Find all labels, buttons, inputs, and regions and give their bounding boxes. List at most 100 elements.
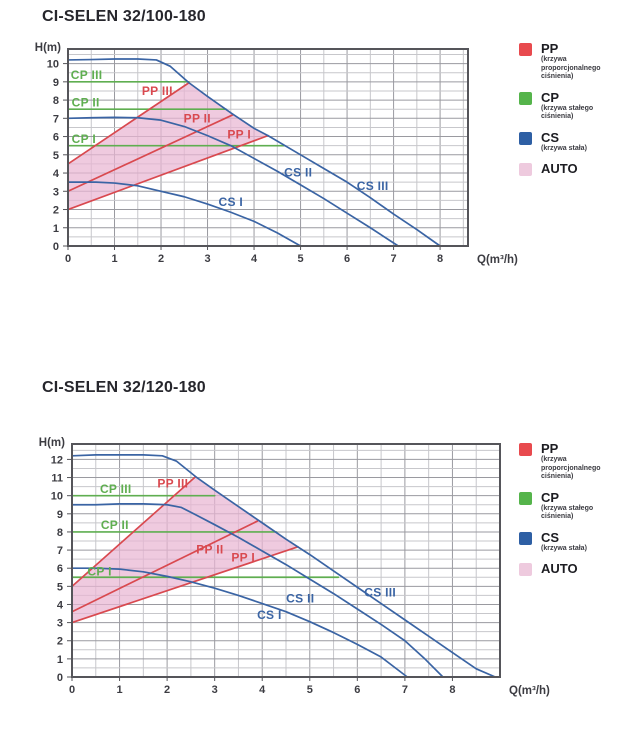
y-tick-label: 6 (53, 132, 59, 144)
legend-label-pp: PP (541, 441, 559, 456)
legend-swatch-cp-icon (519, 91, 532, 105)
y-tick-label: 11 (51, 473, 63, 485)
curve-label-pp-i: PP I (231, 550, 255, 564)
curve-label-cs-ii: CS II (284, 165, 312, 179)
curve-pp-i (71, 545, 299, 624)
x-axis-label: Q(m³/h) (509, 685, 550, 697)
legend-swatch-cs-icon (519, 131, 532, 145)
legend-item-cp: CP (krzywa stałego ciśnienia) (519, 89, 629, 122)
curve-cs-i (67, 181, 302, 247)
y-tick-label: 7 (53, 113, 59, 125)
curve-pp-ii (67, 113, 234, 193)
x-tick-label: 7 (402, 684, 408, 696)
legend-item-pp: PP (krzywa proporcjonalnego ciśnienia) (519, 442, 629, 482)
x-tick-label: 2 (158, 253, 164, 265)
curve-label-pp-iii: PP III (142, 84, 173, 98)
legend-label-pp: PP (541, 41, 559, 56)
legend-item-pp: PP (krzywa proporcjonalnego ciśnienia) (519, 42, 629, 82)
x-axis-label: Q(m³/h) (477, 254, 518, 266)
curve-label-cs-ii: CS II (286, 591, 314, 605)
legend-swatch-auto-icon (519, 163, 532, 176)
curve-pp-ii (71, 520, 259, 613)
curve-label-cs-iii: CS III (357, 179, 389, 193)
curve-label-pp-i: PP I (227, 128, 251, 142)
legend-sublabel-cp: (krzywa stałego ciśnienia) (541, 104, 594, 121)
y-tick-label: 12 (51, 454, 63, 466)
legend-sublabel-cs: (krzywa stała) (541, 144, 587, 152)
y-tick-label: 9 (57, 509, 63, 521)
plot-frame (67, 48, 469, 247)
y-tick-label: 2 (53, 205, 59, 217)
plot-frame (71, 443, 501, 678)
pump-chart-100-180: 0 1 2 3 4 5 6 7 8 0 1 2 3 4 5 6 7 8 9 10 H(m) Q(m³/h) CP III CP… (35, 42, 518, 266)
auto-region (72, 476, 298, 623)
curve-label-cs-iii: CS III (364, 585, 396, 599)
legend-sublabel-cp: (krzywa stałego ciśnienia) (541, 504, 594, 521)
curve-label-cp-ii: CP II (101, 518, 129, 532)
curve-label-cs-i: CS I (257, 608, 282, 622)
x-tick-label: 1 (116, 684, 122, 696)
curve-label-cp-ii: CP II (72, 95, 100, 109)
curve-cs-iii (67, 58, 441, 247)
curve-cs-iii (71, 454, 497, 678)
legend-sublabel-pp: (krzywa proporcjonalnego ciśnienia) (541, 56, 601, 80)
x-tick-label: 5 (307, 684, 313, 696)
legend-swatch-cs-icon (519, 531, 532, 545)
curve-cs-ii (71, 502, 444, 678)
chart2-legend: PP (krzywa proporcjonalnego ciśnienia) CP(… (519, 442, 629, 585)
curve-label-pp-iii: PP III (157, 477, 188, 491)
y-tick-label: 9 (53, 77, 59, 89)
x-tick-label: 3 (212, 684, 218, 696)
y-tick-label: 8 (57, 527, 63, 539)
x-tick-label: 7 (391, 253, 397, 265)
curve-label-pp-ii: PP II (196, 542, 223, 556)
y-tick-label: 5 (57, 581, 63, 593)
x-tick-label: 2 (164, 684, 170, 696)
curve-label-cp-i: CP I (72, 132, 96, 146)
legend-label-auto: AUTO (541, 561, 578, 576)
y-tick-label: 7 (57, 545, 63, 557)
y-tick-label: 10 (51, 491, 63, 503)
y-tick-label: 4 (53, 168, 60, 180)
x-tick-label: 8 (449, 684, 455, 696)
x-tick-label: 1 (111, 253, 117, 265)
legend-swatch-pp-icon (519, 43, 532, 56)
x-tick-label: 3 (204, 253, 210, 265)
y-tick-label: 8 (53, 95, 59, 107)
curve-label-cp-iii: CP III (71, 68, 103, 82)
legend-swatch-auto-icon (519, 563, 532, 576)
y-tick-label: 0 (57, 672, 63, 684)
y-tick-label: 5 (53, 150, 59, 162)
x-tick-label: 5 (297, 253, 303, 265)
legend-swatch-cp-icon (519, 491, 532, 505)
y-tick-label: 1 (57, 654, 63, 666)
y-axis-label: H(m) (35, 42, 61, 54)
legend-item-cs: CS (krzywa stała) (519, 529, 629, 554)
curve-label-pp-ii: PP II (184, 111, 211, 125)
curve-cs-ii (67, 116, 400, 247)
x-tick-label: 4 (259, 684, 266, 696)
legend-label-auto: AUTO (541, 161, 578, 176)
curve-cs-i (71, 567, 409, 678)
legend-item-cp: CP (krzywa stałego ciśnienia) (519, 489, 629, 522)
legend-item-cs: CS (krzywa stała) (519, 130, 629, 154)
curve-label-cp-iii: CP III (100, 482, 132, 496)
y-tick-label: 3 (57, 618, 63, 630)
legend-item-auto: AUTO (519, 162, 629, 176)
legend-label-cs: CS (541, 529, 560, 545)
legend-sublabel-cs: (krzywa stała) (541, 544, 587, 552)
legend-label-cp: CP (541, 89, 560, 105)
y-tick-label: 3 (53, 186, 59, 198)
legend-label-cp: CP (541, 489, 560, 505)
chart1-title: CI-SELEN 32/100-180 (42, 8, 206, 25)
x-tick-label: 0 (69, 684, 75, 696)
y-tick-label: 4 (57, 599, 64, 611)
x-tick-label: 6 (344, 253, 350, 265)
y-tick-label: 10 (47, 59, 59, 71)
legend-sublabel-pp: (krzywa proporcjonalnego ciśnienia) (541, 456, 601, 480)
chart1-legend: PP (krzywa proporcjonalnego ciśnienia) CP(… (519, 42, 629, 185)
curve-label-cs-i: CS I (219, 195, 244, 209)
y-axis-label: H(m) (39, 437, 65, 449)
